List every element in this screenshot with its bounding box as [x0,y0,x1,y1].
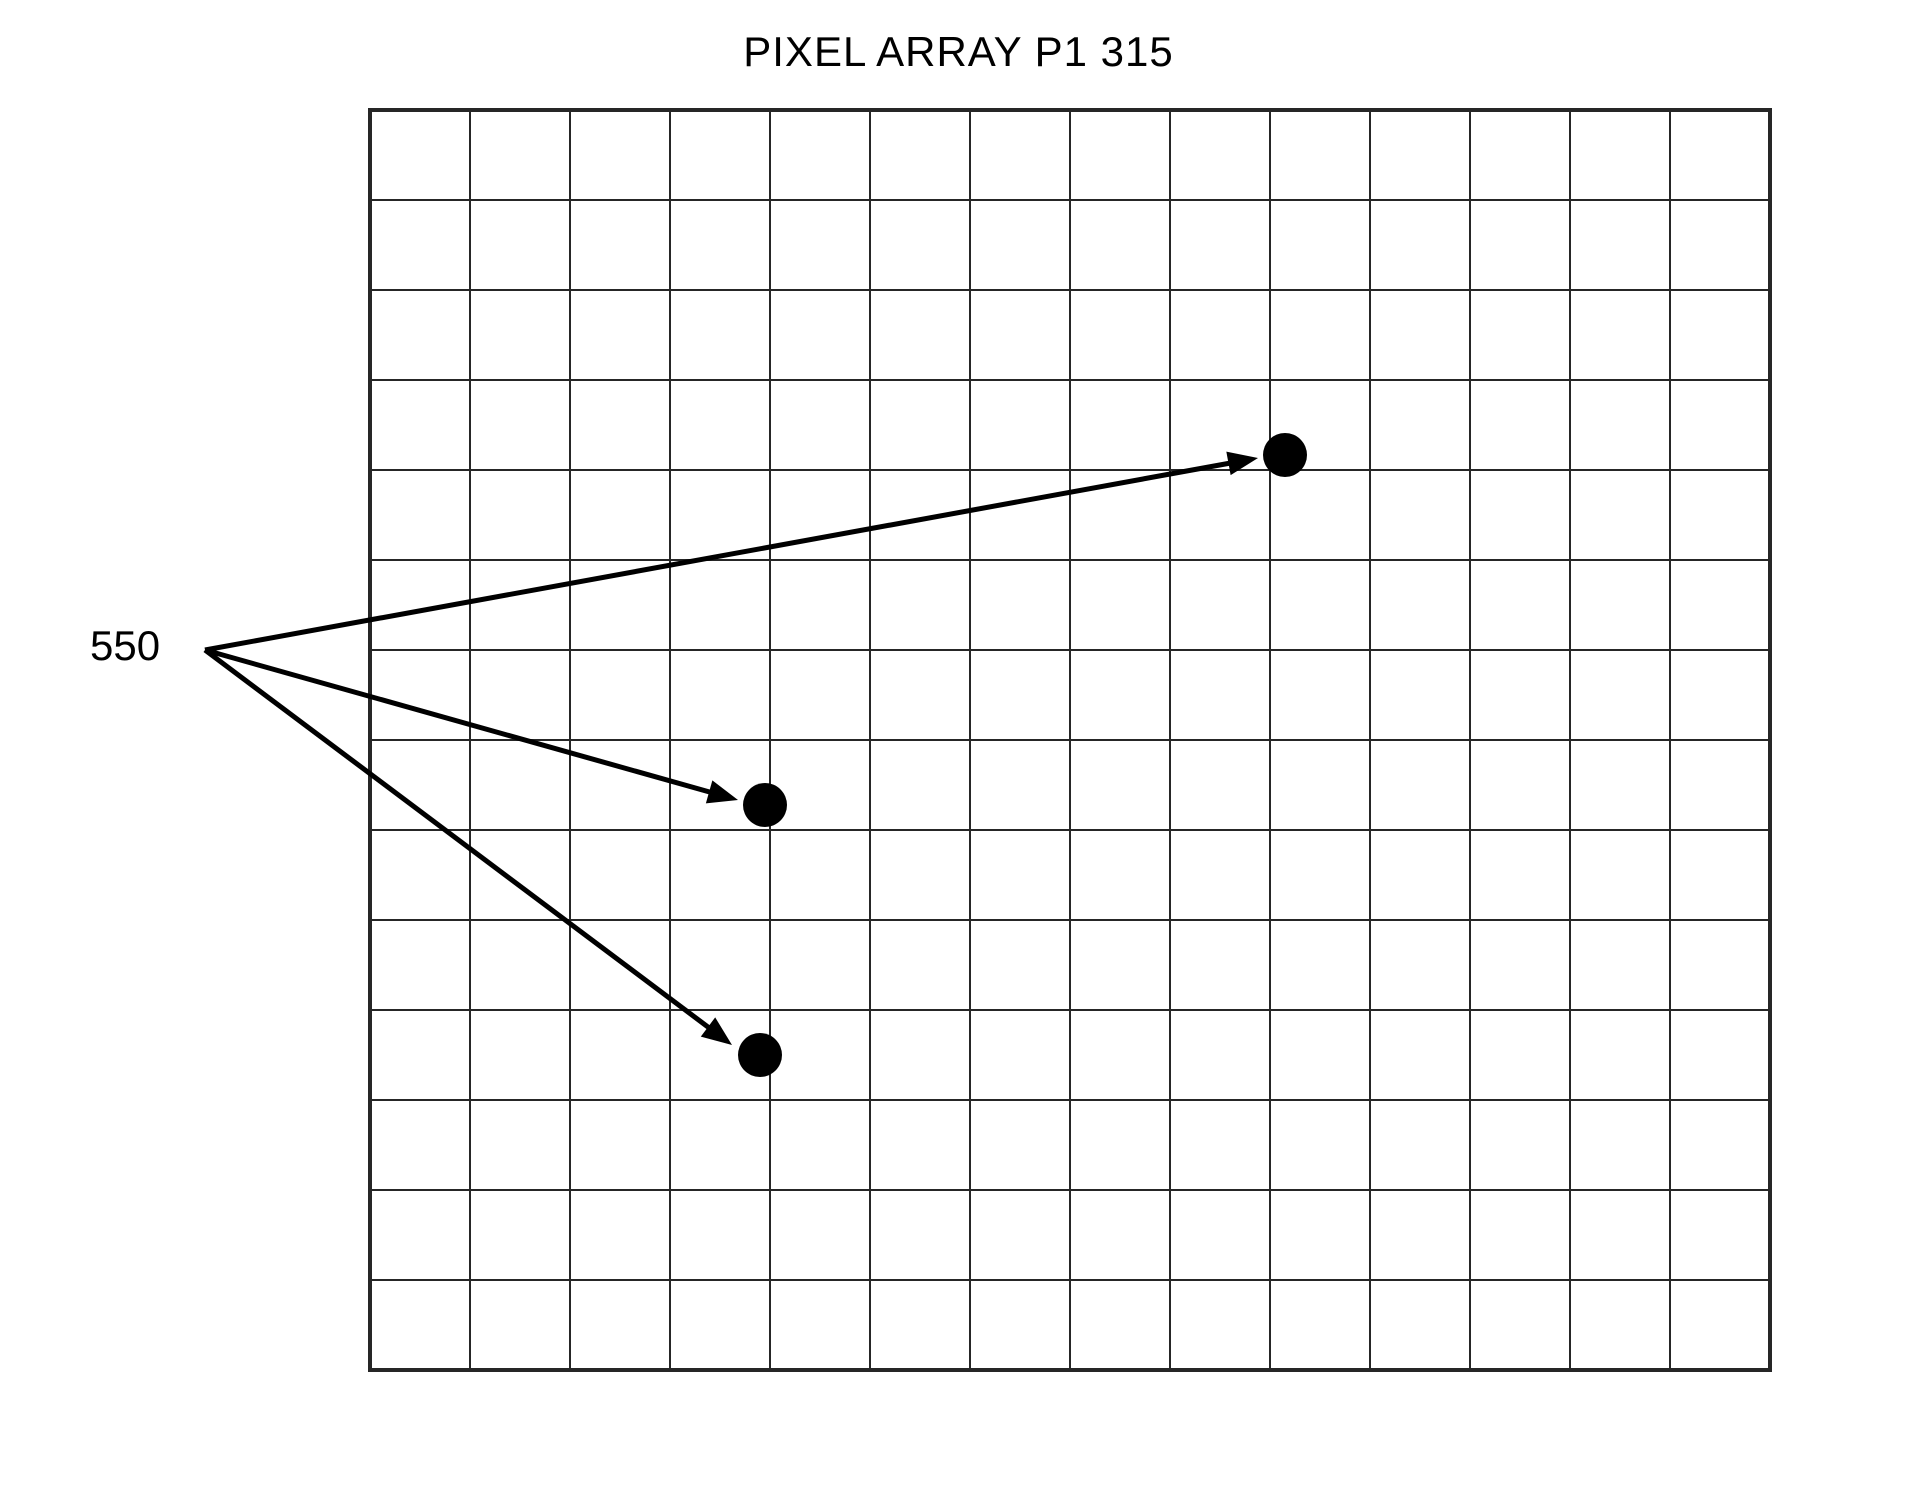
pixel-dot-0 [1263,433,1307,477]
callout-arrow-1 [205,650,738,803]
diagram-container: PIXEL ARRAY P1 315 550 [0,0,1917,1499]
pixel-grid [370,110,1770,1370]
pixel-dot-1 [743,783,787,827]
diagram-svg [0,0,1917,1499]
callout-arrow-0 [205,452,1258,650]
callout-arrow-2 [205,650,732,1045]
pixel-dot-2 [738,1033,782,1077]
